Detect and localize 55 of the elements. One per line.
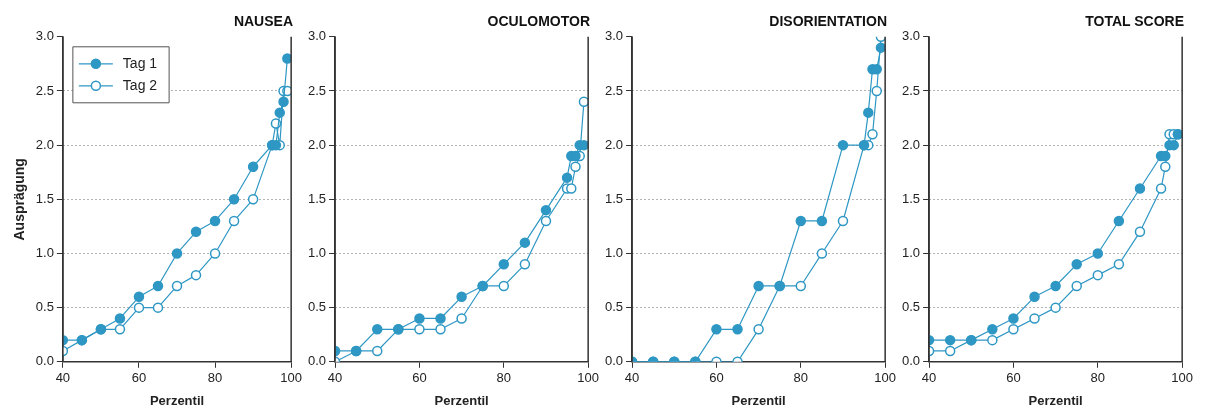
x-tick-label: 40 [327,370,343,386]
x-tick-label: 100 [280,370,303,386]
x-tick-label: 100 [874,370,897,386]
y-tick-label: 2.0 [604,136,624,152]
x-axis-title: Perzentil [1028,392,1083,408]
y-tick-label: 0.5 [35,299,54,315]
legend-label: Tag 1 [122,54,158,71]
y-tick-label: 1.0 [307,245,327,261]
x-tick-label: 60 [412,370,427,386]
y-tick-label: 3.0 [604,28,624,44]
y-tick-label: 3.0 [901,28,921,44]
y-tick-label: 1.5 [901,190,921,206]
y-tick-label: 2.0 [307,136,327,152]
x-tick-label: 80 [496,370,512,386]
x-axis-title: Perzentil [434,392,489,408]
y-axis-title: Ausprägung [11,158,28,241]
x-tick-label: 40 [624,370,640,386]
x-tick-label: 40 [55,370,71,386]
y-tick-label: 1.0 [901,245,921,261]
x-tick-label: 80 [1090,370,1106,386]
chart-title: TOTAL SCORE [1085,13,1184,30]
chart-title: NAUSEA [233,13,293,30]
x-tick-label: 60 [709,370,724,386]
y-tick-label: 3.0 [35,28,54,44]
y-tick-label: 1.0 [35,245,54,261]
y-tick-label: 0.5 [604,299,624,315]
y-tick-label: 1.5 [35,190,54,206]
x-axis-title: Perzentil [731,392,786,408]
y-tick-label: 0.0 [35,353,54,369]
x-tick-label: 100 [1171,370,1194,386]
y-tick-label: 0.0 [901,353,921,369]
y-tick-label: 0.5 [307,299,327,315]
chart-title: DISORIENTATION [769,13,887,30]
x-tick-label: 60 [1006,370,1021,386]
x-tick-label: 40 [921,370,937,386]
x-axis-title: Perzentil [149,392,205,408]
y-tick-label: 2.5 [901,82,921,98]
y-tick-label: 1.5 [604,190,624,206]
y-tick-label: 2.5 [307,82,327,98]
x-tick-label: 100 [577,370,600,386]
x-tick-label: 80 [793,370,809,386]
y-tick-label: 2.0 [901,136,921,152]
y-tick-label: 0.0 [604,353,624,369]
chart-title: OCULOMOTOR [487,13,590,30]
y-tick-label: 2.0 [35,136,54,152]
y-tick-label: 1.0 [604,245,624,261]
y-tick-label: 3.0 [307,28,327,44]
x-tick-label: 60 [131,370,147,386]
y-tick-label: 0.0 [307,353,327,369]
y-tick-label: 2.5 [35,82,54,98]
x-tick-label: 80 [207,370,223,386]
y-tick-label: 1.5 [307,190,327,206]
y-tick-label: 0.5 [901,299,921,315]
legend-label: Tag 2 [122,76,158,93]
y-tick-label: 2.5 [604,82,624,98]
